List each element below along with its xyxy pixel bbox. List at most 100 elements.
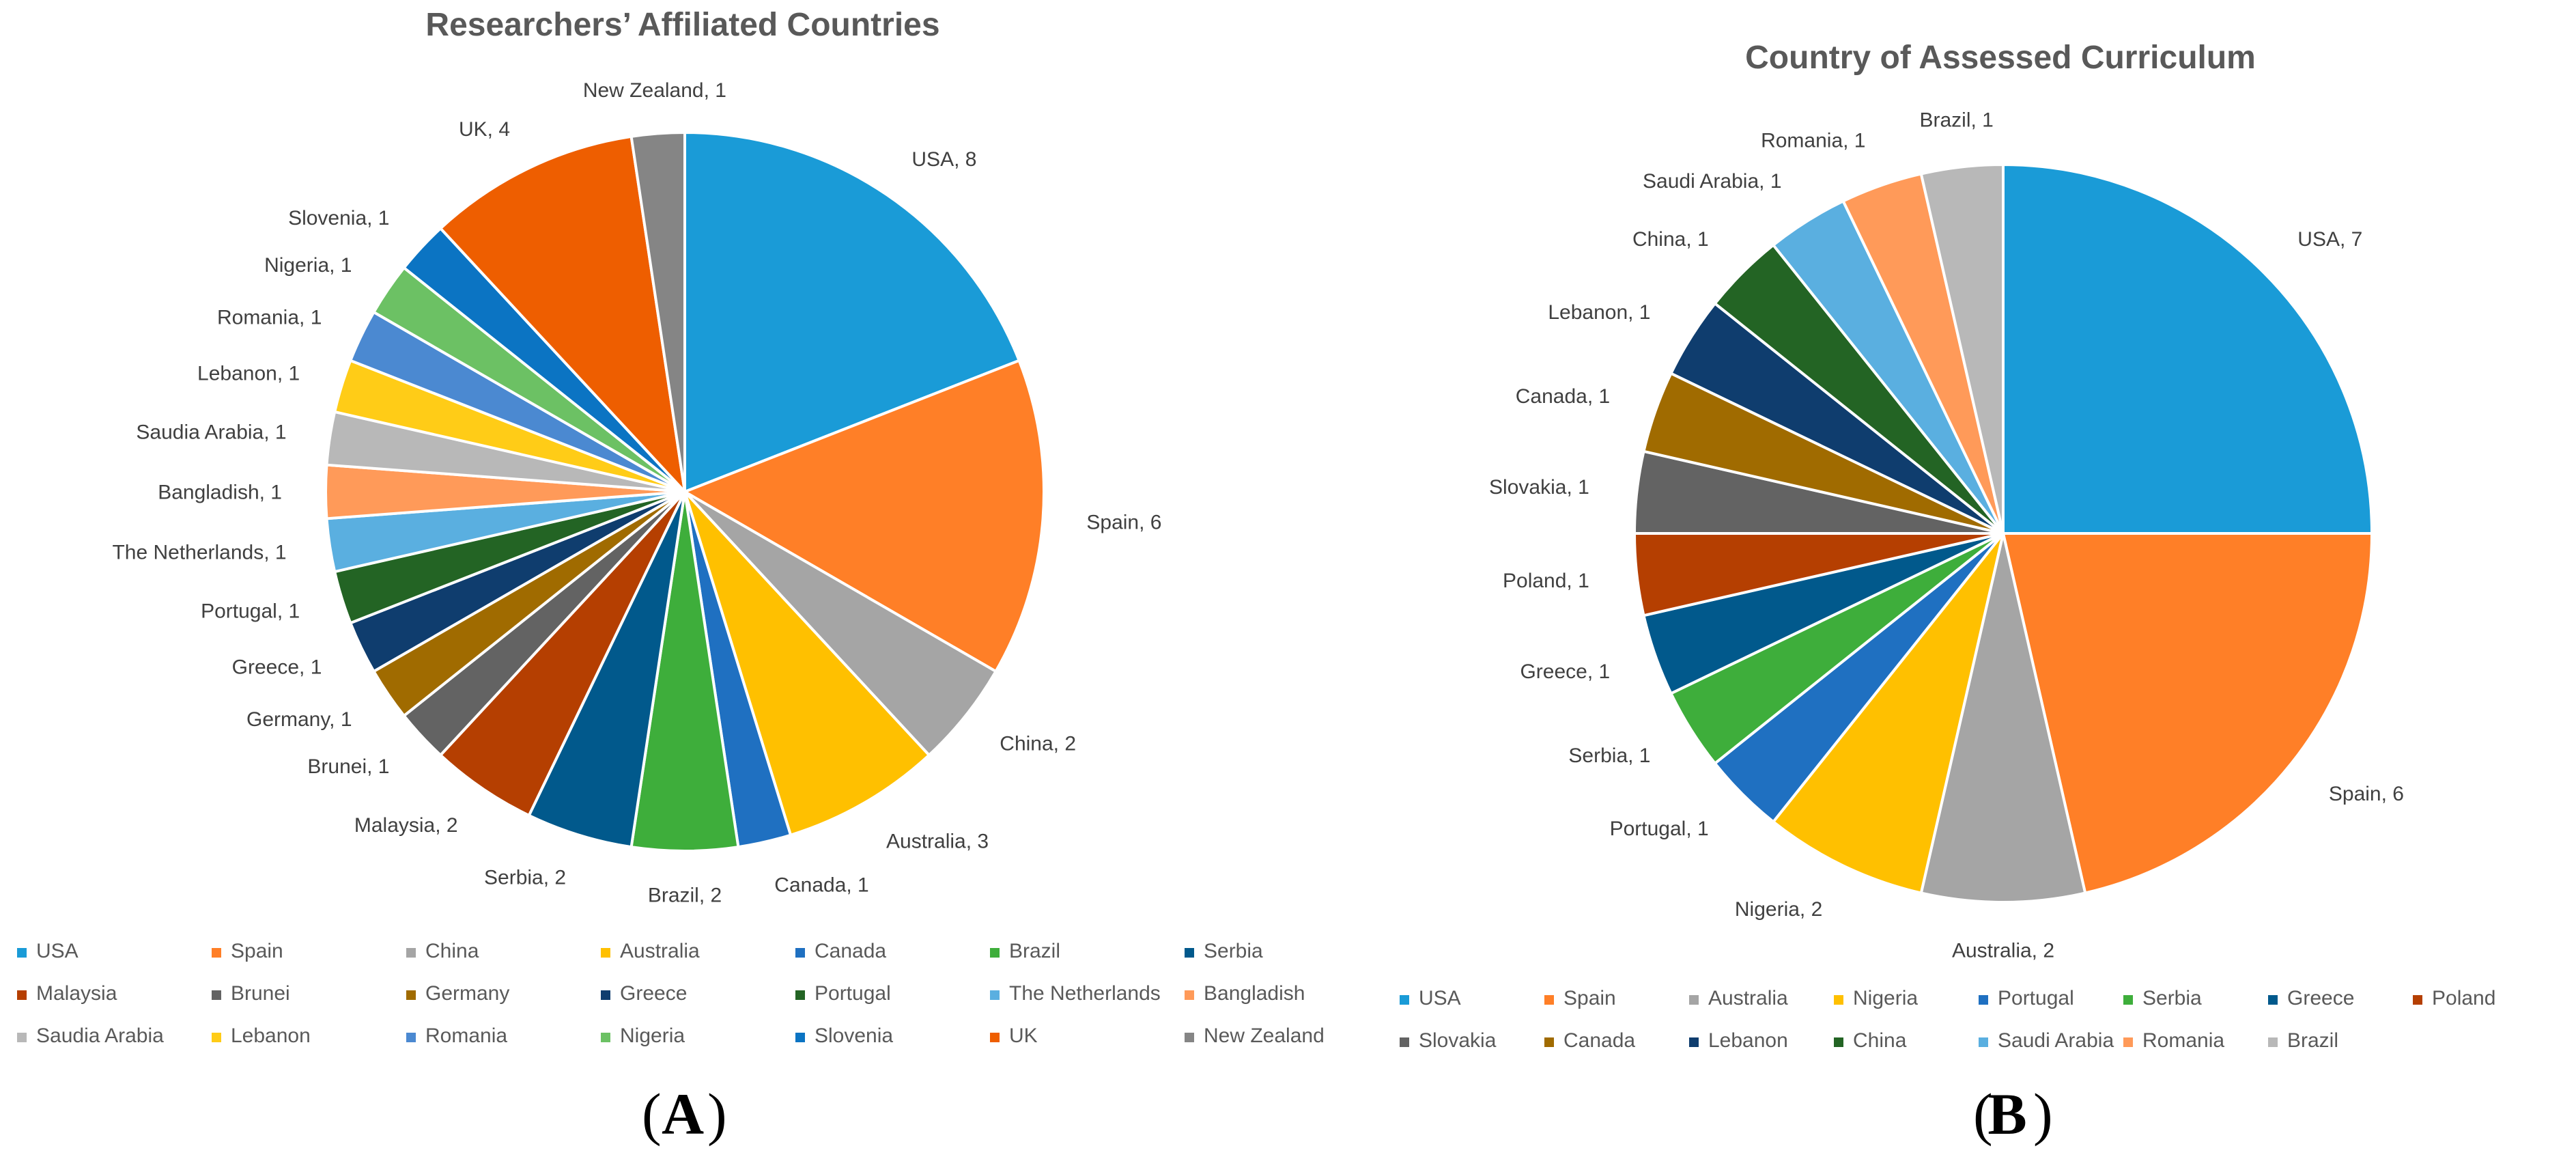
data-label-china: China, 1 (1632, 228, 1709, 251)
legend-swatch-serbia (2123, 995, 2133, 1005)
legend-label-poland: Poland (2432, 987, 2495, 1009)
data-label-portugal: Portugal, 1 (1610, 818, 1709, 840)
legend-entry-canada: Canada (795, 940, 886, 962)
caption-a-close-paren: ) (707, 1081, 727, 1147)
data-label-canada: Canada, 1 (1516, 385, 1610, 408)
legend-swatch-lebanon (1689, 1037, 1699, 1047)
legend-swatch-brunei (212, 990, 221, 1000)
legend-swatch-usa (17, 948, 27, 958)
legend-label-canada: Canada (815, 940, 886, 962)
data-label-the-netherlands: The Netherlands, 1 (112, 541, 286, 563)
pie-slice-serbia (527, 491, 686, 849)
legend-label-greece: Greece (2287, 987, 2354, 1009)
legend-entry-romania: Romania (406, 1024, 507, 1047)
legend-entry-lebanon: Lebanon (1689, 1029, 1788, 1052)
legend-swatch-slovenia (795, 1033, 805, 1042)
caption-b-letter: B (1987, 1081, 2026, 1147)
legend-entry-nigeria: Nigeria (601, 1024, 685, 1047)
data-label-australia: Australia, 3 (886, 831, 989, 853)
pie-slice-australia (1919, 533, 2087, 904)
data-label-spain: Spain, 6 (2329, 783, 2404, 805)
legend-label-nigeria: Nigeria (620, 1024, 685, 1047)
data-label-lebanon: Lebanon, 1 (1548, 301, 1650, 324)
legend-swatch-new-zealand (1185, 1033, 1194, 1042)
legend-entry-china: China (1834, 1029, 1907, 1052)
legend-swatch-china (406, 948, 416, 958)
legend-label-slovakia: Slovakia (1419, 1029, 1497, 1052)
legend-swatch-spain (1544, 995, 1554, 1005)
legend-entry-lebanon: Lebanon (212, 1024, 311, 1047)
data-label-nigeria: Nigeria, 2 (1735, 898, 1822, 921)
data-label-usa: USA, 7 (2297, 228, 2362, 251)
legend-swatch-greece (2268, 995, 2278, 1005)
pie-slices-b (1632, 163, 2374, 904)
legend-swatch-lebanon (212, 1033, 221, 1042)
legend-entry-malaysia: Malaysia (17, 982, 117, 1005)
legend-swatch-poland (2413, 995, 2422, 1005)
legend-entry-brunei: Brunei (212, 982, 290, 1005)
legend-label-romania: Romania (2142, 1029, 2224, 1052)
legend-entry-brazil: Brazil (990, 940, 1060, 962)
data-label-brazil: Brazil, 1 (1920, 109, 1994, 131)
caption-a-open-paren: ( (642, 1081, 662, 1147)
legend-entry-greece: Greece (2268, 987, 2354, 1009)
legend-label-serbia: Serbia (2142, 987, 2202, 1009)
legend-label-serbia: Serbia (1204, 940, 1263, 962)
data-label-portugal: Portugal, 1 (201, 600, 300, 622)
data-label-poland: Poland, 1 (1503, 570, 1589, 592)
legend-swatch-nigeria (601, 1033, 610, 1042)
legend-swatch-china (1834, 1037, 1843, 1047)
legend-swatch-uk (990, 1033, 1000, 1042)
legend-entry-new-zealand: New Zealand (1185, 1024, 1325, 1047)
legend-entry-brazil: Brazil (2268, 1029, 2338, 1052)
legend-label-lebanon: Lebanon (231, 1024, 311, 1047)
chart-title-a: Researchers’ Affiliated Countries (425, 7, 939, 43)
legend-swatch-the-netherlands (990, 990, 1000, 1000)
legend-label-australia: Australia (620, 940, 700, 962)
caption-b-open-paren: ( (1973, 1081, 1993, 1147)
legend-swatch-spain (212, 948, 221, 958)
legend-entry-serbia: Serbia (1185, 940, 1263, 962)
legend-swatch-germany (406, 990, 416, 1000)
data-label-china: China, 2 (1000, 732, 1076, 755)
legend-swatch-bangladish (1185, 990, 1194, 1000)
caption-b-close-paren: ) (2033, 1081, 2053, 1147)
legend-entry-uk: UK (990, 1024, 1038, 1047)
pie-data-labels-a: USA, 8 Spain, 6 China, 2 Australia, 3 Canada… (112, 79, 1161, 906)
legend-swatch-canada (795, 948, 805, 958)
legend-label-saudia-arabia: Saudia Arabia (36, 1024, 164, 1047)
pie-slice-australia (683, 490, 931, 837)
data-label-serbia: Serbia, 1 (1568, 744, 1650, 767)
data-label-greece: Greece, 1 (1520, 660, 1610, 683)
pie-data-labels-b: USA, 7 Spain, 6 Australia, 2 Nigeria, 2 Port… (1489, 109, 2404, 962)
legend-label-spain: Spain (231, 940, 283, 962)
legend-label-romania: Romania (425, 1024, 507, 1047)
legend-entry-canada: Canada (1544, 1029, 1635, 1052)
pie-slices-a (324, 130, 1045, 852)
pie-slice-brazil (629, 491, 740, 852)
legend-swatch-portugal (795, 990, 805, 1000)
legend-entry-germany: Germany (406, 982, 509, 1005)
legend-label-portugal: Portugal (1998, 987, 2074, 1009)
legend-label-germany: Germany (425, 982, 509, 1005)
legend-swatch-saudia-arabia (17, 1033, 27, 1042)
legend-entry-china: China (406, 940, 479, 962)
pie-slice-usa (2002, 163, 2374, 535)
legend-entry-usa: USA (17, 940, 79, 962)
data-label-bangladish: Bangladish, 1 (158, 482, 282, 504)
pie-slice-nigeria (1771, 532, 2005, 895)
panel-caption-b: ( B ) (1973, 1081, 2053, 1147)
legend-entry-slovakia: Slovakia (1400, 1029, 1497, 1052)
legend-entry-slovenia: Slovenia (795, 1024, 893, 1047)
pie-slice-malaysia (438, 490, 686, 818)
legend-label-the-netherlands: The Netherlands (1009, 982, 1161, 1005)
legend-label-nigeria: Nigeria (1853, 987, 1918, 1009)
legend-label-bangladish: Bangladish (1204, 982, 1305, 1005)
legend-swatch-australia (601, 948, 610, 958)
legend-label-uk: UK (1009, 1024, 1038, 1047)
pie-chart-researchers-countries: Researchers’ Affiliated Countries USA, 8… (17, 7, 1325, 1147)
legend-swatch-romania (2123, 1037, 2133, 1047)
data-label-new-zealand: New Zealand, 1 (583, 79, 726, 102)
data-label-brunei: Brunei, 1 (307, 755, 389, 778)
